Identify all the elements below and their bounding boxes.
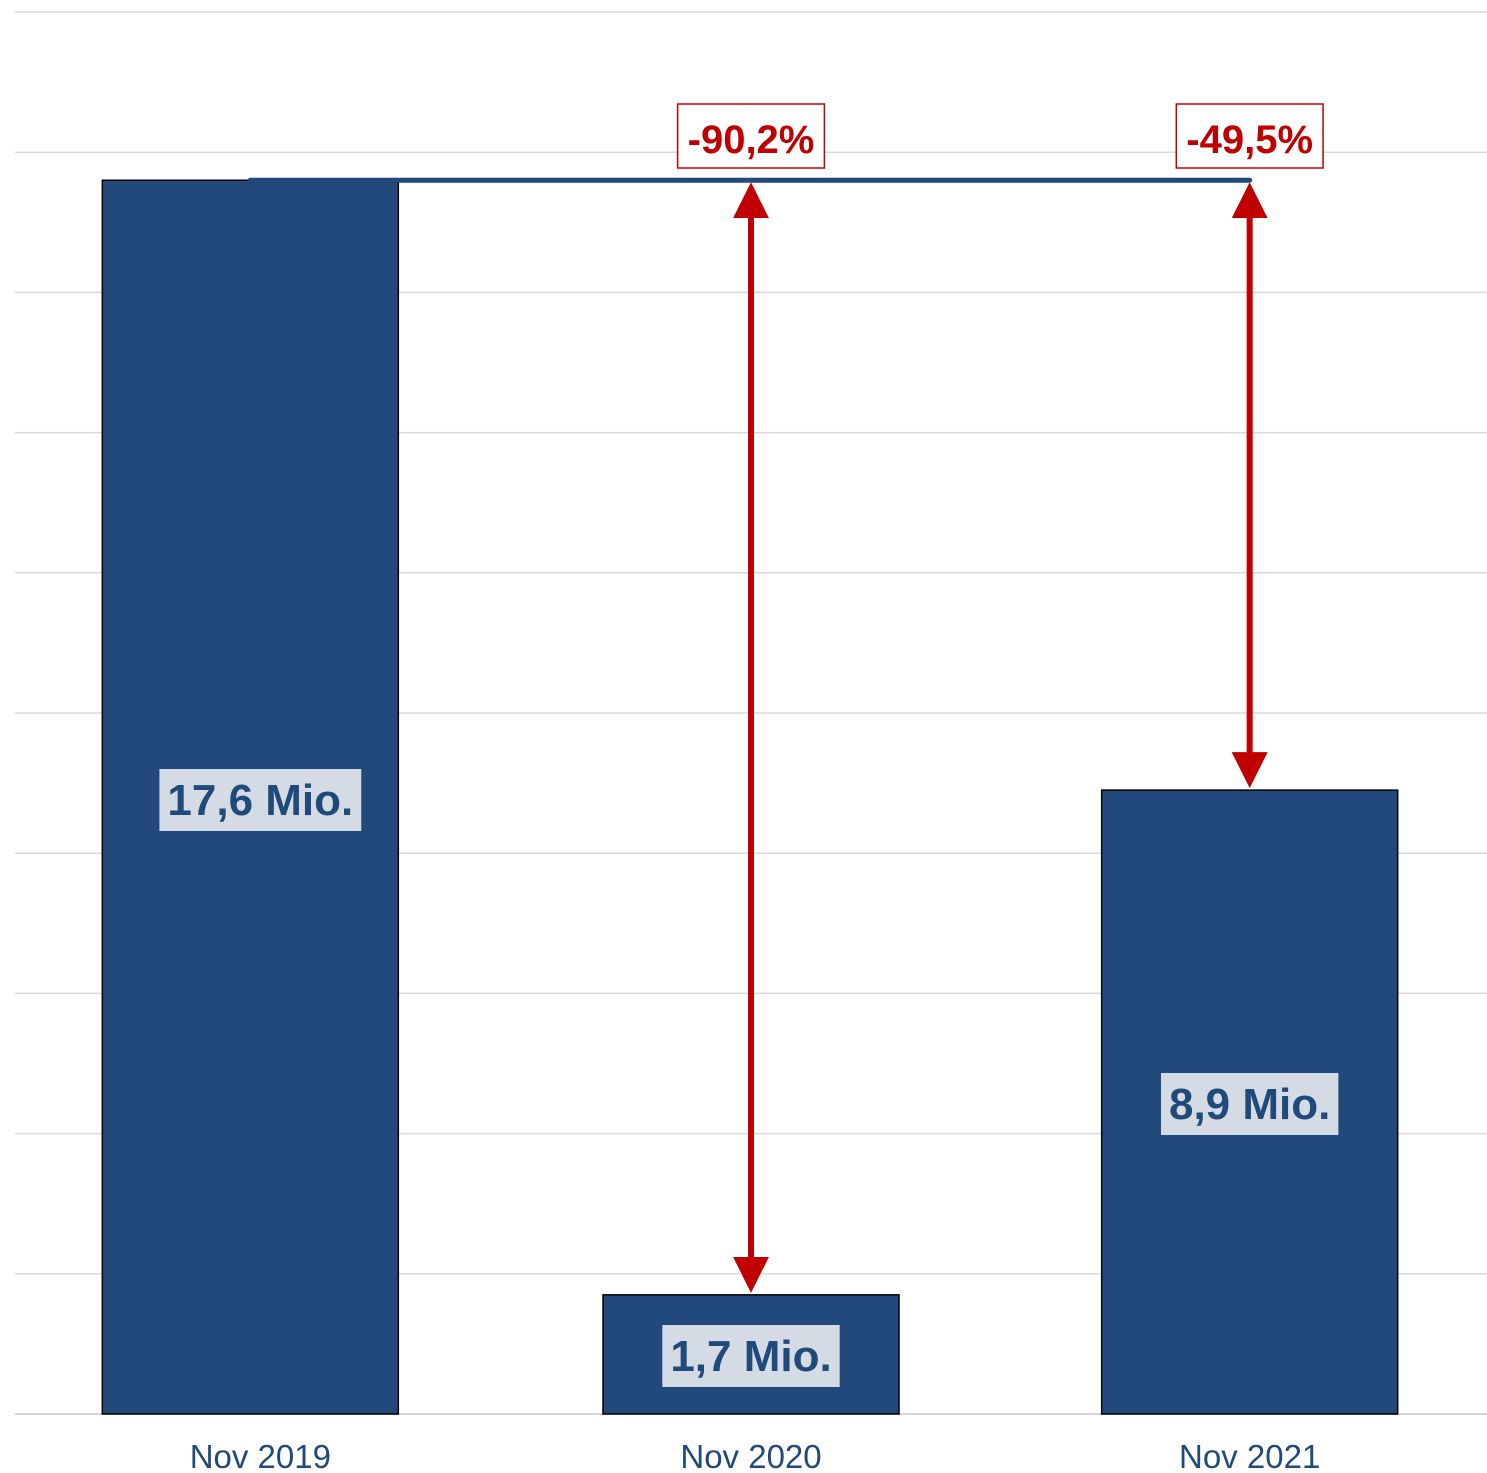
x-axis-ticks: Nov 2019 Nov 2020 Nov 2021	[190, 1438, 1321, 1473]
bar-value-label-box	[662, 1325, 840, 1387]
x-tick-label: Nov 2019	[190, 1438, 331, 1473]
bar-value-label: 8,9 Mio.	[1169, 1080, 1330, 1129]
value-labels: 17,6 Mio. 1,7 Mio. 8,9 Mio.	[159, 769, 1339, 1387]
x-tick-label: Nov 2021	[1179, 1438, 1320, 1473]
x-tick-label: Nov 2020	[680, 1438, 821, 1473]
change-percent-label: -90,2%	[688, 118, 815, 162]
change-percent-box	[676, 103, 826, 169]
change-percent-label: -49,5%	[1186, 118, 1313, 162]
bar-value-label-box	[159, 769, 362, 831]
change-arrows: -90,2% -49,5%	[676, 103, 1324, 1293]
bar-value-label-box	[1160, 1073, 1339, 1135]
change-percent-box	[1175, 103, 1324, 169]
bar-value-label: 17,6 Mio.	[167, 776, 353, 825]
bar-value-label: 1,7 Mio.	[670, 1332, 831, 1381]
